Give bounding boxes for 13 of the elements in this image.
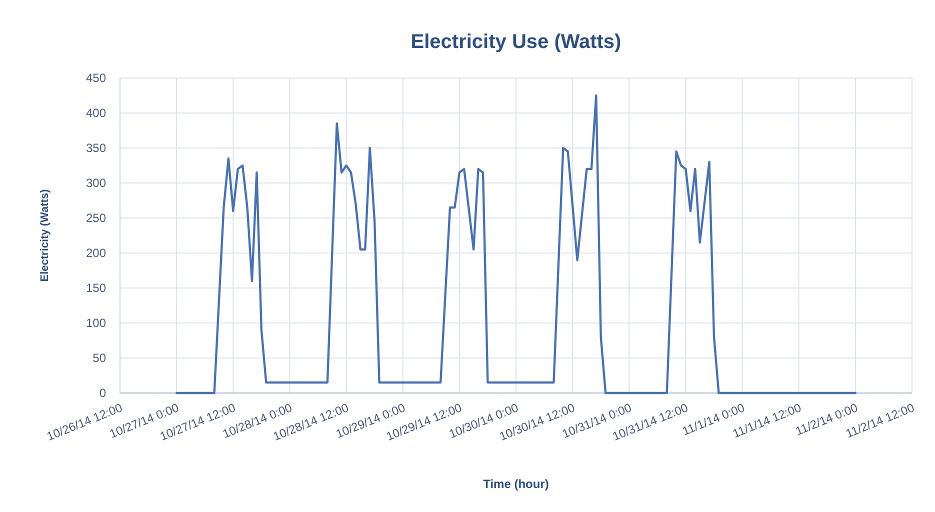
y-tick-label: 250 (86, 211, 106, 225)
y-tick-label: 400 (86, 106, 106, 120)
chart-title: Electricity Use (Watts) (410, 31, 622, 53)
y-axis-title: Electricity (Watts) (39, 188, 51, 282)
y-tick-label: 50 (92, 351, 106, 365)
x-axis-title: Time (hour) (483, 477, 549, 491)
y-tick-label: 100 (86, 316, 106, 330)
y-tick-label: 0 (99, 386, 106, 400)
y-tick-label: 350 (86, 141, 106, 155)
y-tick-label: 300 (86, 176, 106, 190)
y-tick-label: 200 (86, 246, 106, 260)
y-tick-label: 150 (86, 281, 106, 295)
y-tick-label: 450 (86, 71, 106, 85)
